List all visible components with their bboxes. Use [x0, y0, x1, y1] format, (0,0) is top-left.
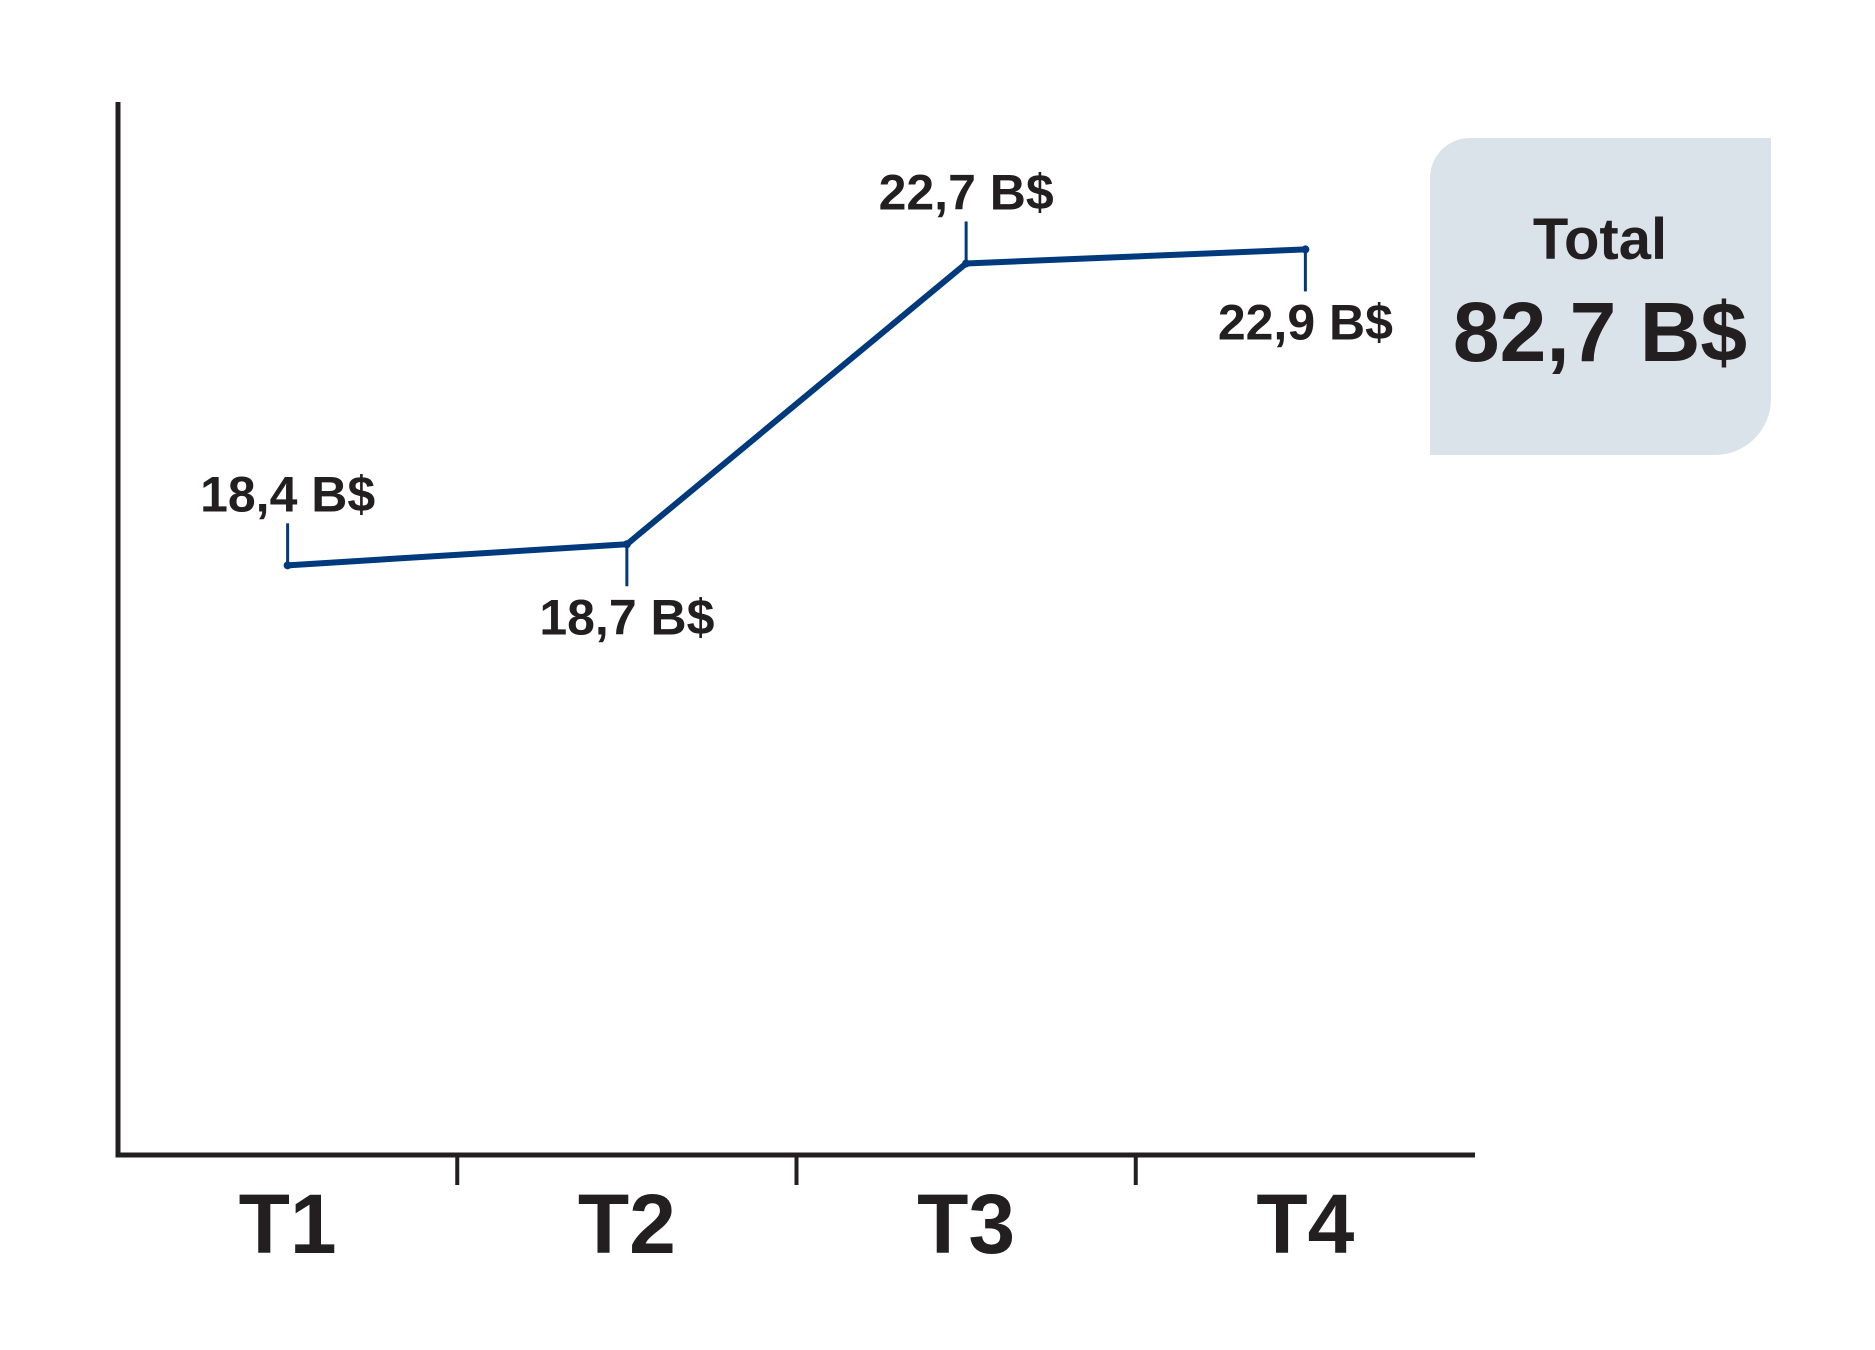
- data-label: 22,9 B$: [1218, 294, 1393, 350]
- data-label: 18,4 B$: [200, 466, 375, 522]
- total-box: Total 82,7 B$: [1430, 138, 1771, 455]
- data-label: 18,7 B$: [539, 589, 714, 645]
- total-value: 82,7 B$: [1453, 285, 1747, 379]
- series-group: [283, 245, 1310, 570]
- series-line: [284, 246, 1309, 569]
- data-labels: 18,4 B$ 18,7 B$ 22,7 B$ 22,9 B$: [200, 164, 1393, 645]
- axes: [115, 102, 1475, 1158]
- x-tick-labels: T1 T2 T3 T4: [239, 1177, 1355, 1271]
- total-title: Total: [1533, 207, 1667, 272]
- x-ticks: [455, 1155, 1138, 1185]
- x-tick-label: T3: [917, 1177, 1015, 1271]
- axis-frame: [115, 102, 1475, 1158]
- x-tick-label: T1: [239, 1177, 337, 1271]
- data-label: 22,7 B$: [879, 164, 1054, 220]
- x-tick-label: T4: [1256, 1177, 1354, 1271]
- total-box-background: [1430, 138, 1771, 455]
- x-tick-label: T2: [578, 1177, 676, 1271]
